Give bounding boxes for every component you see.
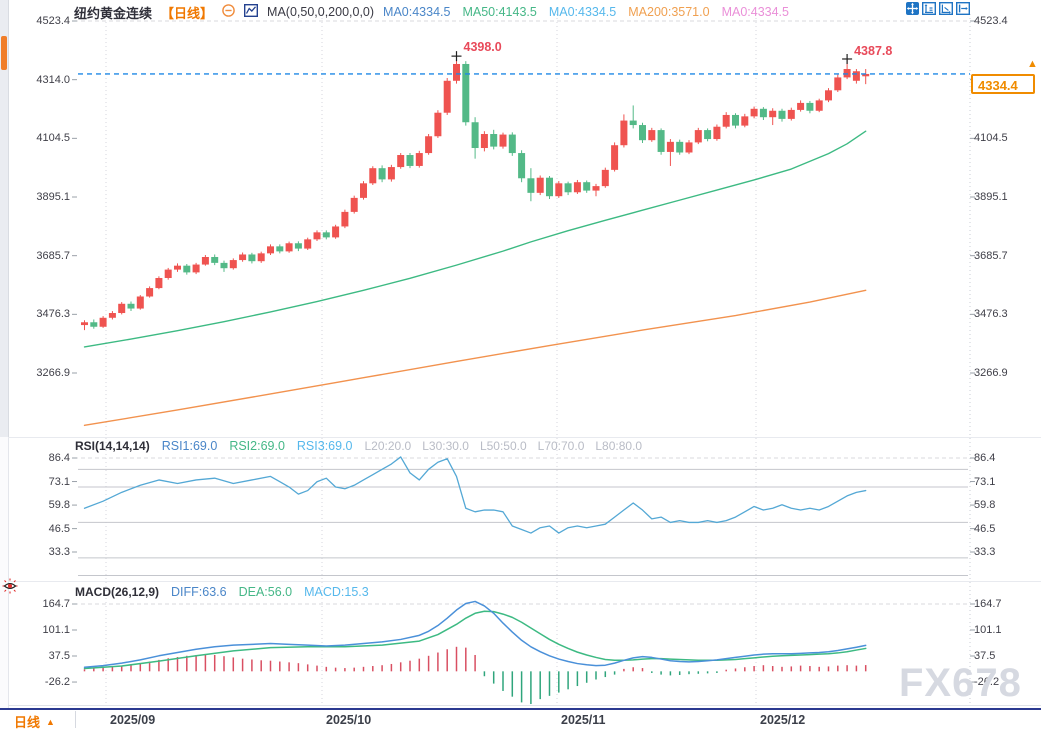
rsi-value-0: RSI1:69.0 xyxy=(161,439,218,453)
pan-icon[interactable] xyxy=(906,2,919,15)
month-label-1: 2025/10 xyxy=(326,713,372,727)
chart-header: 纽约黄金连续 【日线】 MA(0,50,0,200,0,0) MA0:4334.… xyxy=(74,3,789,21)
ma-value-1: MA50:4143.5 xyxy=(462,5,537,19)
rsi-values: RSI1:69.0 RSI2:69.0 RSI3:69.0 xyxy=(162,439,353,453)
macd-values: DIFF:63.6 DEA:56.0 MACD:15.3 xyxy=(171,585,369,599)
time-axis-bar: 日线 ▲ 2025/09 2025/10 2025/11 2025/12 xyxy=(0,708,1041,730)
macd-value-0: DIFF:63.6 xyxy=(171,585,227,599)
live-eye-icon[interactable] xyxy=(2,578,18,599)
rsi-levels: L20:20.0 L30:30.0 L50:50.0 L70:70.0 L80:80.0 xyxy=(365,439,643,453)
ma-settings-label: MA(0,50,0,200,0,0) xyxy=(267,5,375,19)
fx678-watermark: FX678 xyxy=(899,661,1022,705)
ma-value-0: MA0:4334.5 xyxy=(383,5,451,19)
macd-title: MACD(26,12,9) xyxy=(75,585,160,599)
macd-value-1: DEA:56.0 xyxy=(238,585,293,599)
rsi-value-1: RSI2:69.0 xyxy=(229,439,285,453)
macd-value-2: MACD:15.3 xyxy=(304,585,369,599)
recent-high-label: 4387.8 xyxy=(854,43,893,58)
last-price-badge: 4334.4 xyxy=(971,74,1035,94)
rsi-level-1: L30:30.0 xyxy=(422,439,469,453)
y-axis-scale-icon[interactable] xyxy=(922,2,936,15)
rsi-level-3: L70:70.0 xyxy=(537,439,585,453)
price-up-arrow-icon: ▲ xyxy=(1027,58,1038,70)
collapse-circle-icon[interactable] xyxy=(222,4,235,20)
rsi-title: RSI(14,14,14) xyxy=(75,439,150,453)
month-label-2: 2025/11 xyxy=(561,713,606,727)
chart-toolbar xyxy=(906,2,970,15)
tab-separator xyxy=(75,711,76,728)
ma-value-4: MA0:4334.5 xyxy=(721,5,789,19)
left-strip-lower xyxy=(0,437,9,708)
x-axis-scale-icon[interactable] xyxy=(939,2,953,15)
ma-values: MA0:4334.5 MA50:4143.5 MA0:4334.5 MA200:357… xyxy=(383,5,789,19)
rsi-level-0: L20:20.0 xyxy=(364,439,412,453)
chevron-up-icon: ▲ xyxy=(46,716,55,727)
rsi-header: RSI(14,14,14) RSI1:69.0 RSI2:69.0 RSI3:69.… xyxy=(75,439,642,453)
period-tab-button[interactable]: 日线 ▲ xyxy=(14,712,55,731)
peak-price-label: 4398.0 xyxy=(463,40,502,55)
line-chart-icon[interactable] xyxy=(244,3,259,20)
period-tag: 【日线】 xyxy=(161,5,214,21)
shift-right-icon[interactable] xyxy=(956,2,970,15)
rsi-value-2: RSI3:69.0 xyxy=(296,439,353,453)
scrollbar-thumb[interactable] xyxy=(1,36,7,70)
symbol-name: 纽约黄金连续 xyxy=(74,5,153,21)
period-tab-label: 日线 xyxy=(14,715,41,730)
left-scrollbar-track[interactable] xyxy=(0,0,9,437)
month-label-0: 2025/09 xyxy=(110,713,156,727)
month-label-3: 2025/12 xyxy=(760,713,806,727)
ma-value-3: MA200:3571.0 xyxy=(628,5,710,19)
rsi-level-2: L50:50.0 xyxy=(479,439,527,453)
macd-header: MACD(26,12,9) DIFF:63.6 DEA:56.0 MACD:15.3 xyxy=(75,585,369,599)
ma-value-2: MA0:4334.5 xyxy=(548,5,617,19)
rsi-level-4: L80:80.0 xyxy=(595,439,643,453)
